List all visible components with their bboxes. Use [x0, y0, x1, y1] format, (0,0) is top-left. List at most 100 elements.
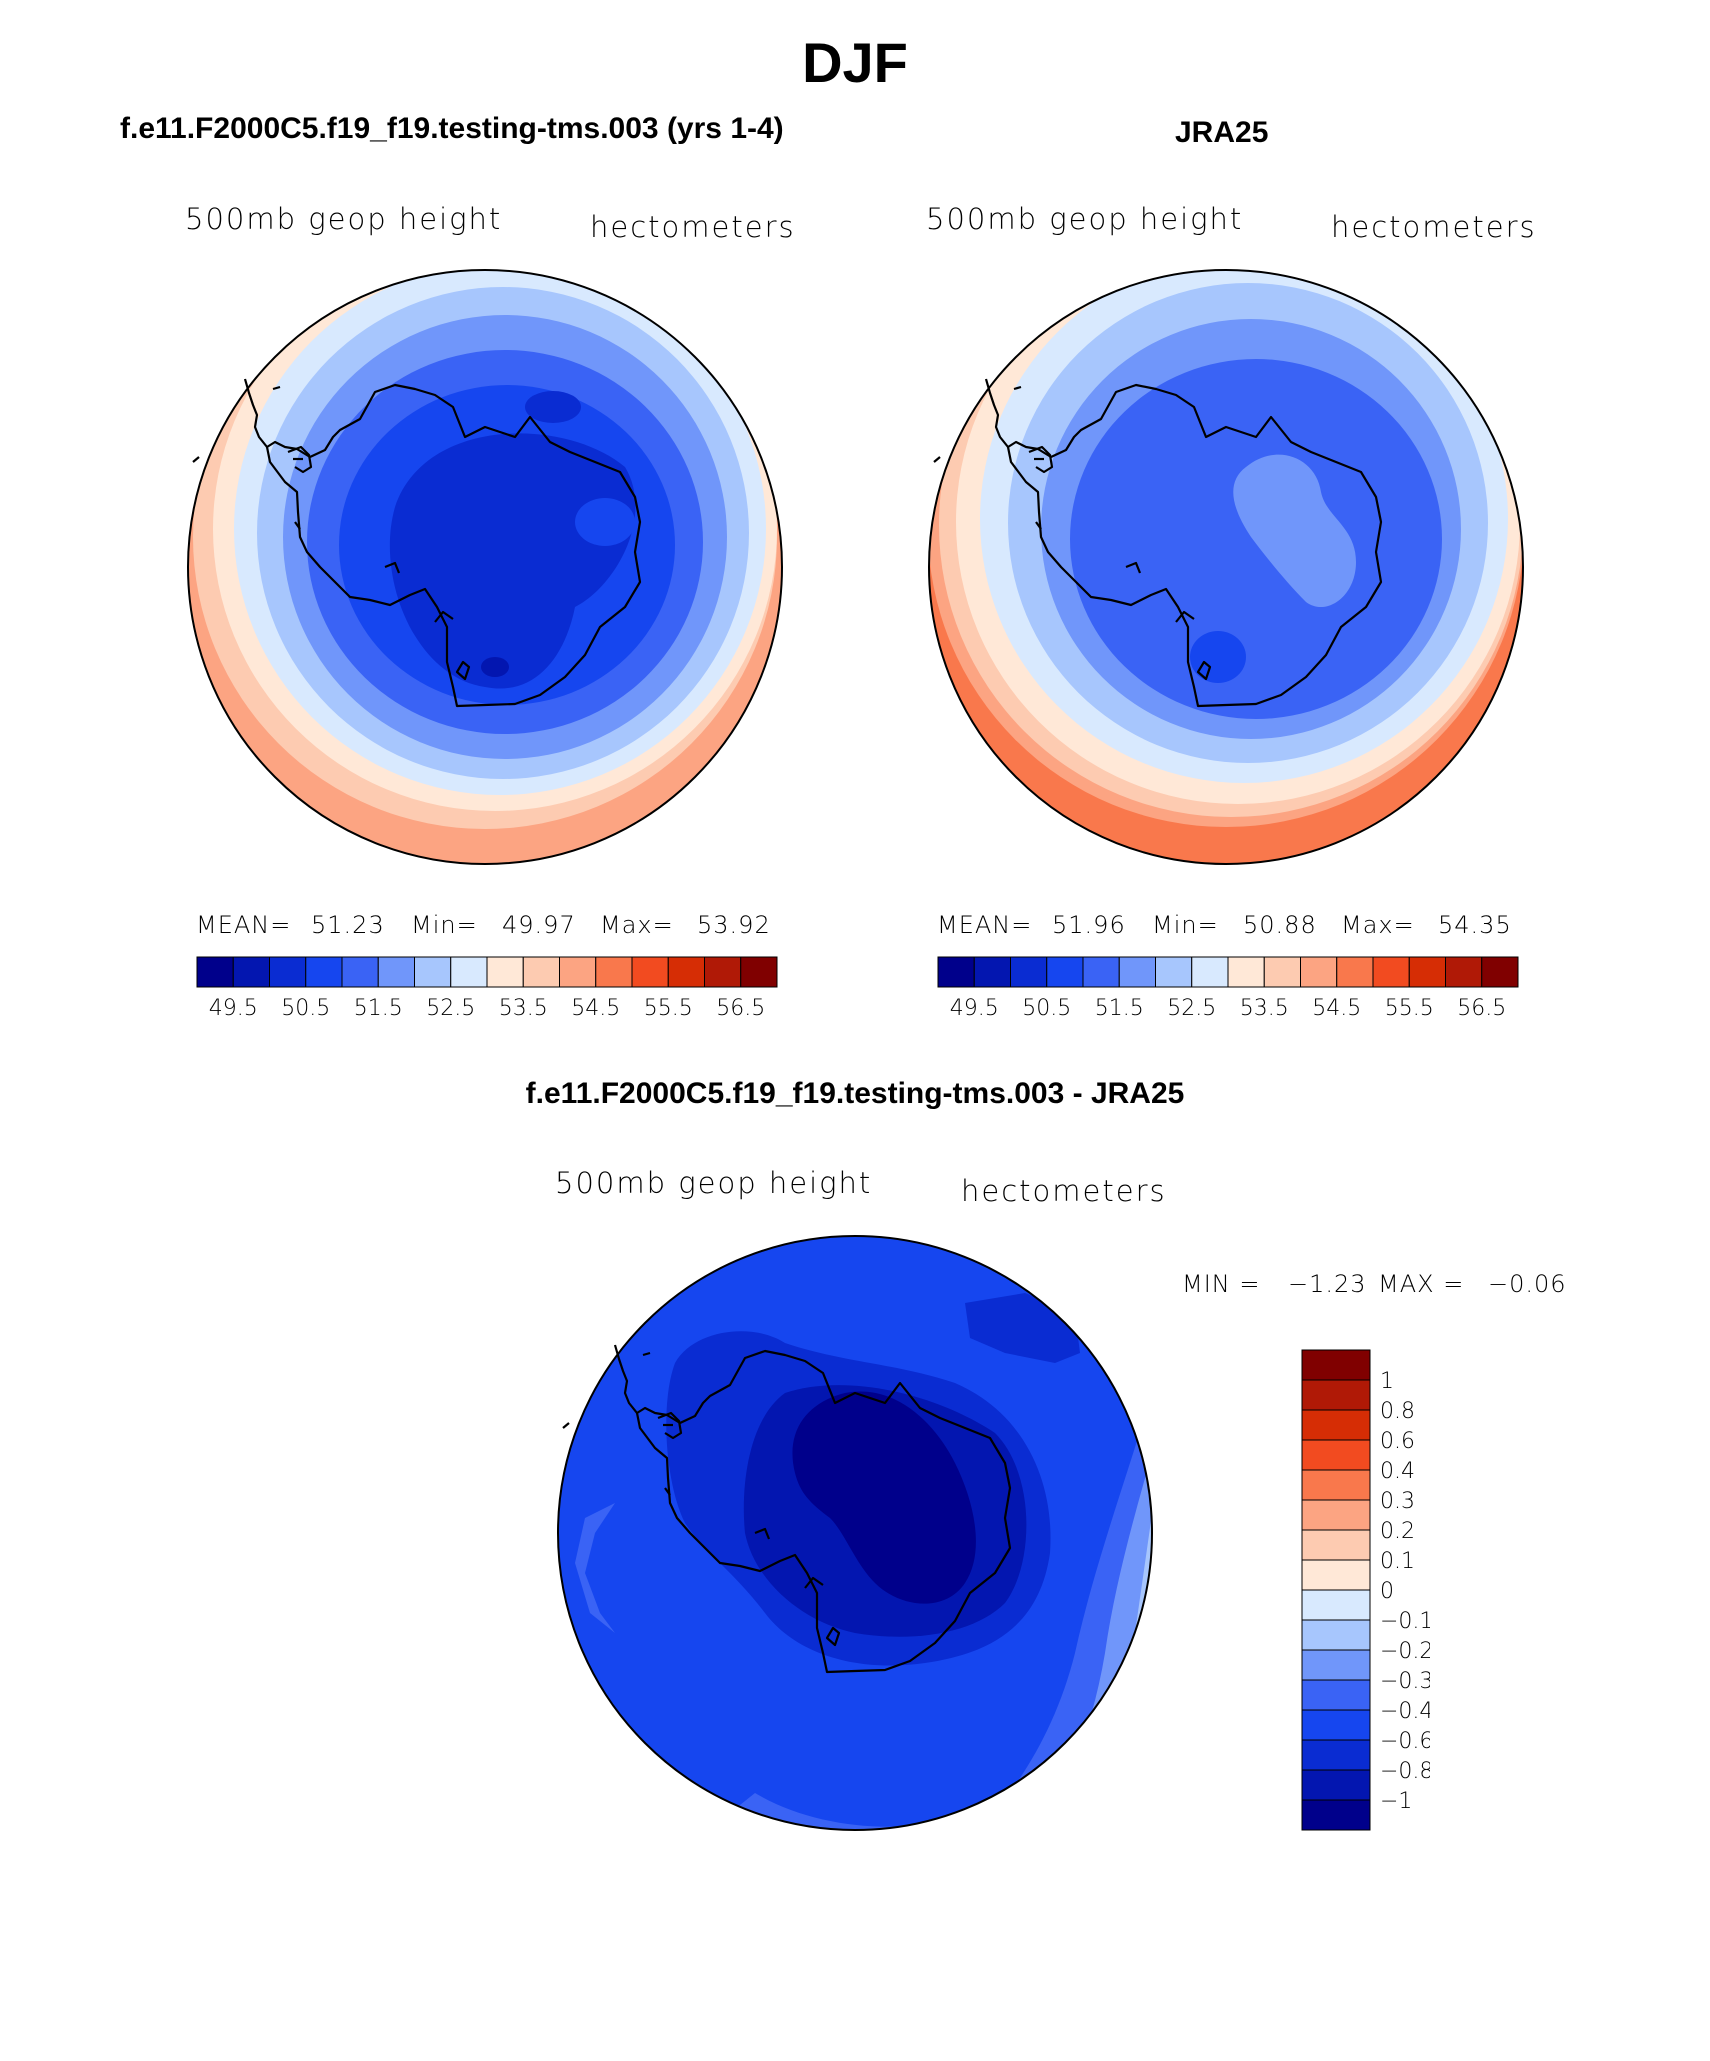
colorbar-cell [1301, 1499, 1371, 1531]
stat-mean-label-obs: MEAN= [937, 911, 1033, 939]
colorbar-cell [1301, 1619, 1371, 1651]
contour-blob-50.5-east [575, 498, 635, 546]
colorbar-tick-label: 54.5 [1312, 996, 1361, 1021]
colorbar-cell [1155, 956, 1193, 988]
colorbar-tick-label: 1 [1380, 1369, 1394, 1394]
contour-blob-50-north [525, 391, 581, 423]
polar-map-model [187, 269, 783, 865]
colorbar-tick-label: −0.8 [1380, 1759, 1430, 1784]
units-label-diff: hectometers [961, 1174, 1167, 1208]
colorbar-cell [269, 956, 307, 988]
stat-max-label-model: Max= [600, 911, 674, 939]
colorbar-diff: 1 0.8 0.6 0.4 0.3 0.2 0.1 0 −0.1 −0.2 −0.3 −0.4 −0.6… [1301, 1349, 1430, 1831]
colorbar-cell [667, 956, 705, 988]
stat-min-label-model: Min= [411, 911, 478, 939]
stat-min-diff: −1.23 [1288, 1270, 1367, 1298]
colorbar-cell [1300, 956, 1338, 988]
colorbar-tick-label: 51.5 [1095, 996, 1144, 1021]
colorbar-cell [232, 956, 270, 988]
variable-label-model: 500mb geop height [185, 202, 503, 236]
colorbar-model: 49.5 50.5 51.5 52.5 53.5 54.5 55.5 56.5 [196, 956, 778, 1021]
colorbar-tick-label: 50.5 [1022, 996, 1071, 1021]
colorbar-cell [1445, 956, 1483, 988]
stat-min-label-diff: MIN = [1182, 1270, 1261, 1298]
colorbar-tick-label: 0.2 [1380, 1519, 1415, 1544]
colorbar-cell [973, 956, 1011, 988]
colorbar-tick-label: −1 [1380, 1789, 1412, 1814]
stat-max-label-obs: Max= [1341, 911, 1415, 939]
units-label-obs: hectometers [1331, 210, 1537, 244]
stat-min-label-obs: Min= [1152, 911, 1219, 939]
colorbar-cell [1301, 1739, 1371, 1771]
polar-map-obs [928, 269, 1524, 865]
variable-label-obs: 500mb geop height [926, 202, 1244, 236]
colorbar-tick-label: 56.5 [1457, 996, 1506, 1021]
colorbar-cell [450, 956, 488, 988]
contour-blob-50.88-min [1190, 631, 1246, 683]
colorbar-cell [1301, 1379, 1371, 1411]
colorbar-tick-label: 56.5 [716, 996, 765, 1021]
units-label-model: hectometers [590, 210, 796, 244]
colorbar-tick-label: −0.1 [1380, 1609, 1430, 1634]
colorbar-cell [1301, 1529, 1371, 1561]
colorbar-tick-label: 49.5 [950, 996, 999, 1021]
colorbar-tick-label: 50.5 [281, 996, 330, 1021]
colorbar-cell [1301, 1469, 1371, 1501]
colorbar-tick-label: 0.3 [1380, 1489, 1415, 1514]
variable-label-diff: 500mb geop height [555, 1166, 873, 1200]
colorbar-tick-label: 55.5 [644, 996, 693, 1021]
colorbar-cell [1301, 1769, 1371, 1801]
contour-band-diff-1 [792, 1391, 976, 1604]
panel-title-obs: JRA25 [1175, 116, 1269, 149]
colorbar-tick-label: 0.6 [1380, 1429, 1415, 1454]
colorbar-tick-label: 51.5 [354, 996, 403, 1021]
colorbar-tick-label: 0.1 [1380, 1549, 1415, 1574]
map-boundary-obs [928, 269, 1524, 865]
main-title: DJF [802, 31, 908, 94]
colorbar-cell [1372, 956, 1410, 988]
colorbar-cell [1301, 1679, 1371, 1711]
colorbar-tick-label: −0.6 [1380, 1729, 1430, 1754]
colorbar-cell [1263, 956, 1301, 988]
stat-mean-model: 51.23 [311, 911, 385, 939]
colorbar-tick-label: 55.5 [1385, 996, 1434, 1021]
map-boundary-model [187, 269, 783, 865]
stat-min-obs: 50.88 [1243, 911, 1317, 939]
stat-min-model: 49.97 [502, 911, 576, 939]
colorbar-cell [631, 956, 669, 988]
colorbar-tick-label: 0 [1380, 1579, 1394, 1604]
stat-mean-obs: 51.96 [1052, 911, 1126, 939]
colorbar-cell [1046, 956, 1084, 988]
colorbar-cell [305, 956, 343, 988]
contour-band-diff-0.3-west [575, 1503, 615, 1633]
colorbar-cell [341, 956, 379, 988]
panel-title-diff: f.e11.F2000C5.f19_f19.testing-tms.003 - … [525, 1077, 1185, 1110]
colorbar-tick-label: 53.5 [1240, 996, 1289, 1021]
colorbar-cell [486, 956, 524, 988]
colorbar-tick-label: 0.4 [1380, 1459, 1415, 1484]
colorbar-cell [1408, 956, 1446, 988]
coastline-diff [562, 1344, 1012, 1674]
polar-map-diff [557, 1235, 1153, 1831]
stat-max-diff: −0.06 [1488, 1270, 1567, 1298]
map-boundary-diff [557, 1235, 1153, 1831]
colorbar-cell [1118, 956, 1156, 988]
colorbar-tick-label: −0.2 [1380, 1639, 1430, 1664]
colorbar-tick-label: 52.5 [1167, 996, 1216, 1021]
colorbar-cell [559, 956, 597, 988]
colorbar-cell [1481, 956, 1519, 988]
colorbar-cell [1227, 956, 1265, 988]
colorbar-cell [1301, 1709, 1371, 1741]
colorbar-cell [1191, 956, 1229, 988]
contour-band-51.5-interior [1233, 454, 1356, 608]
colorbar-cell [377, 956, 415, 988]
colorbar-cell [937, 956, 975, 988]
coastline-model [192, 378, 642, 708]
colorbar-cell [414, 956, 452, 988]
colorbar-cell [704, 956, 742, 988]
colorbar-cell [595, 956, 633, 988]
contour-blob-49.97-min [481, 657, 509, 677]
colorbar-obs: 49.5 50.5 51.5 52.5 53.5 54.5 55.5 56.5 [937, 956, 1519, 1021]
colorbar-cell [1301, 1649, 1371, 1681]
colorbar-tick-label: 53.5 [499, 996, 548, 1021]
